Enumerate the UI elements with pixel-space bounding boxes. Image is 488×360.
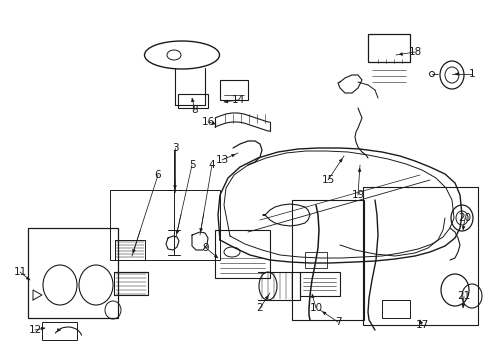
Text: 5: 5 [188, 160, 195, 170]
Bar [42, 322, 77, 340]
Bar [110, 190, 220, 260]
Bar [215, 230, 269, 278]
Bar [299, 272, 339, 296]
Bar [305, 252, 326, 268]
Text: 21: 21 [456, 291, 469, 301]
Text: 16: 16 [201, 117, 214, 127]
Text: 7: 7 [334, 317, 341, 327]
Text: 2: 2 [256, 303, 263, 313]
Text: 9: 9 [202, 243, 209, 253]
Text: 20: 20 [458, 213, 470, 223]
Text: 11: 11 [13, 267, 26, 277]
Bar [291, 200, 363, 320]
Bar [178, 94, 207, 108]
Text: 13: 13 [215, 155, 228, 165]
Text: 6: 6 [154, 170, 161, 180]
Bar [220, 80, 247, 100]
Bar [28, 228, 118, 318]
Text: 14: 14 [231, 95, 244, 105]
Text: 15: 15 [321, 175, 334, 185]
Text: 3: 3 [171, 143, 178, 153]
Text: 18: 18 [407, 47, 421, 57]
Bar [362, 187, 477, 325]
Text: 17: 17 [414, 320, 428, 330]
Text: 4: 4 [208, 160, 215, 170]
Text: 8: 8 [191, 105, 198, 115]
Text: 19: 19 [351, 190, 364, 200]
Text: 1: 1 [468, 69, 474, 79]
Bar [381, 300, 409, 318]
Text: 10: 10 [309, 303, 322, 313]
Bar [367, 34, 409, 62]
Text: 12: 12 [28, 325, 41, 335]
